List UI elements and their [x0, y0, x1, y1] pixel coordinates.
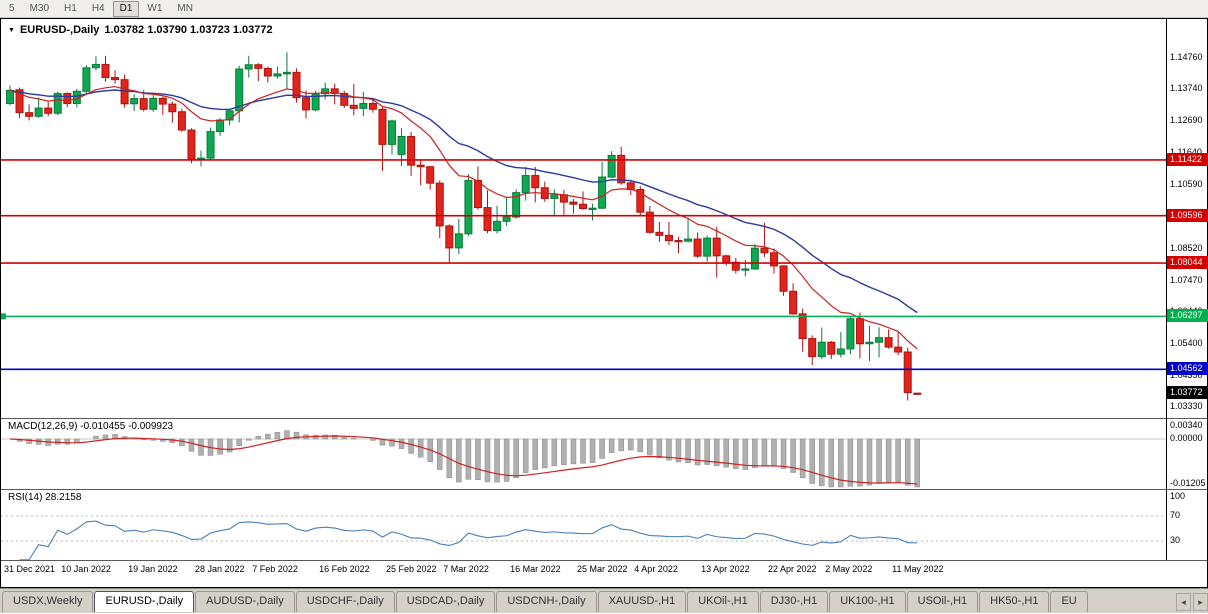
y-axis-label: 1.03330 — [1170, 401, 1203, 411]
tab-hk50-h1[interactable]: HK50-,H1 — [979, 591, 1049, 612]
x-axis-date-label: 16 Mar 2022 — [510, 564, 561, 574]
price-level-tag: 1.06297 — [1167, 309, 1208, 322]
y-axis-label: 1.12690 — [1170, 115, 1203, 125]
x-axis-date-label: 16 Feb 2022 — [319, 564, 370, 574]
price-level-tag: 1.04562 — [1167, 362, 1208, 375]
time-axis: 31 Dec 2021 10 Jan 2022 19 Jan 2022 28 Jan … — [0, 564, 1166, 578]
x-axis-date-label: 4 Apr 2022 — [634, 564, 678, 574]
chart-title: ▼ EURUSD-,Daily 1.03782 1.03790 1.03723 … — [8, 24, 273, 36]
y-axis-label: 1.05400 — [1170, 338, 1203, 348]
timeframe-button-w1[interactable]: W1 — [140, 1, 169, 17]
timeframe-button-mn[interactable]: MN — [170, 1, 200, 17]
x-axis-date-label: 22 Apr 2022 — [768, 564, 817, 574]
x-axis-date-label: 7 Feb 2022 — [252, 564, 298, 574]
timeframe-button-h1[interactable]: H1 — [57, 1, 84, 17]
timeframe-button-h4[interactable]: H4 — [85, 1, 112, 17]
current-price-tag: 1.03772 — [1167, 386, 1208, 399]
rsi-indicator-label: RSI(14) 28.2158 — [8, 492, 81, 503]
x-axis-date-label: 25 Mar 2022 — [577, 564, 628, 574]
macd-axis-label: 0.00000 — [1170, 433, 1203, 443]
rsi-axis-label: 70 — [1170, 510, 1180, 520]
chart-ohlc-values: 1.03782 1.03790 1.03723 1.03772 — [104, 24, 272, 36]
price-level-tag: 1.08044 — [1167, 256, 1208, 269]
macd-indicator-label: MACD(12,26,9) -0.010455 -0.009923 — [8, 421, 173, 432]
tab-uk100-h1[interactable]: UK100-,H1 — [829, 591, 905, 612]
rsi-axis-label: 100 — [1170, 491, 1185, 501]
x-axis-date-label: 28 Jan 2022 — [195, 564, 245, 574]
x-axis-date-label: 25 Feb 2022 — [386, 564, 437, 574]
tab-eu[interactable]: EU — [1050, 591, 1087, 612]
symbol-dropdown-icon[interactable]: ▼ — [8, 25, 15, 36]
tab-usdcnh-daily[interactable]: USDCNH-,Daily — [496, 591, 596, 612]
x-axis-date-label: 10 Jan 2022 — [61, 564, 111, 574]
scroll-tabs-right-button[interactable]: ▸ — [1193, 593, 1208, 611]
tab-eurusd-daily[interactable]: EURUSD-,Daily — [94, 591, 194, 612]
y-axis-label: 1.08520 — [1170, 243, 1203, 253]
timeframe-button-5[interactable]: 5 — [2, 1, 22, 17]
tab-scroll-arrows: ◂ ▸ — [1176, 591, 1208, 612]
chart-window: ▼ EURUSD-,Daily 1.03782 1.03790 1.03723 … — [0, 18, 1208, 588]
price-axis: 1.147601.137401.126901.116401.105901.095… — [1167, 18, 1208, 588]
y-axis-label: 1.14760 — [1170, 52, 1203, 62]
x-axis-date-label: 19 Jan 2022 — [128, 564, 178, 574]
rsi-axis-label: 30 — [1170, 535, 1180, 545]
price-level-tag: 1.09596 — [1167, 209, 1208, 222]
macd-axis-label: -0.01205 — [1170, 478, 1206, 488]
tab-usdx-weekly[interactable]: USDX,Weekly — [2, 591, 93, 612]
tab-audusd-daily[interactable]: AUDUSD-,Daily — [195, 591, 295, 612]
price-chart-canvas[interactable] — [0, 18, 1208, 588]
y-axis-label: 1.10590 — [1170, 179, 1203, 189]
scroll-tabs-left-button[interactable]: ◂ — [1176, 593, 1191, 611]
tab-dj30-h1[interactable]: DJ30-,H1 — [760, 591, 828, 612]
macd-axis-label: 0.00340 — [1170, 420, 1203, 430]
tab-usoil-h1[interactable]: USOil-,H1 — [907, 591, 979, 612]
timeframe-button-d1[interactable]: D1 — [113, 1, 140, 17]
x-axis-date-label: 7 Mar 2022 — [443, 564, 489, 574]
y-axis-label: 1.07470 — [1170, 275, 1203, 285]
x-axis-date-label: 2 May 2022 — [825, 564, 872, 574]
tab-usdcad-daily[interactable]: USDCAD-,Daily — [396, 591, 496, 612]
tab-usdchf-daily[interactable]: USDCHF-,Daily — [296, 591, 395, 612]
chart-symbol-label: EURUSD-,Daily — [20, 24, 99, 36]
timeframe-button-m30[interactable]: M30 — [23, 1, 56, 17]
x-axis-date-label: 11 May 2022 — [892, 564, 943, 574]
x-axis-date-label: 31 Dec 2021 — [4, 564, 55, 574]
tab-ukoil-h1[interactable]: UKOil-,H1 — [687, 591, 759, 612]
y-axis-label: 1.13740 — [1170, 83, 1203, 93]
price-level-tag: 1.11422 — [1167, 153, 1208, 166]
tab-xauusd-h1[interactable]: XAUUSD-,H1 — [598, 591, 687, 612]
x-axis-date-label: 13 Apr 2022 — [701, 564, 750, 574]
